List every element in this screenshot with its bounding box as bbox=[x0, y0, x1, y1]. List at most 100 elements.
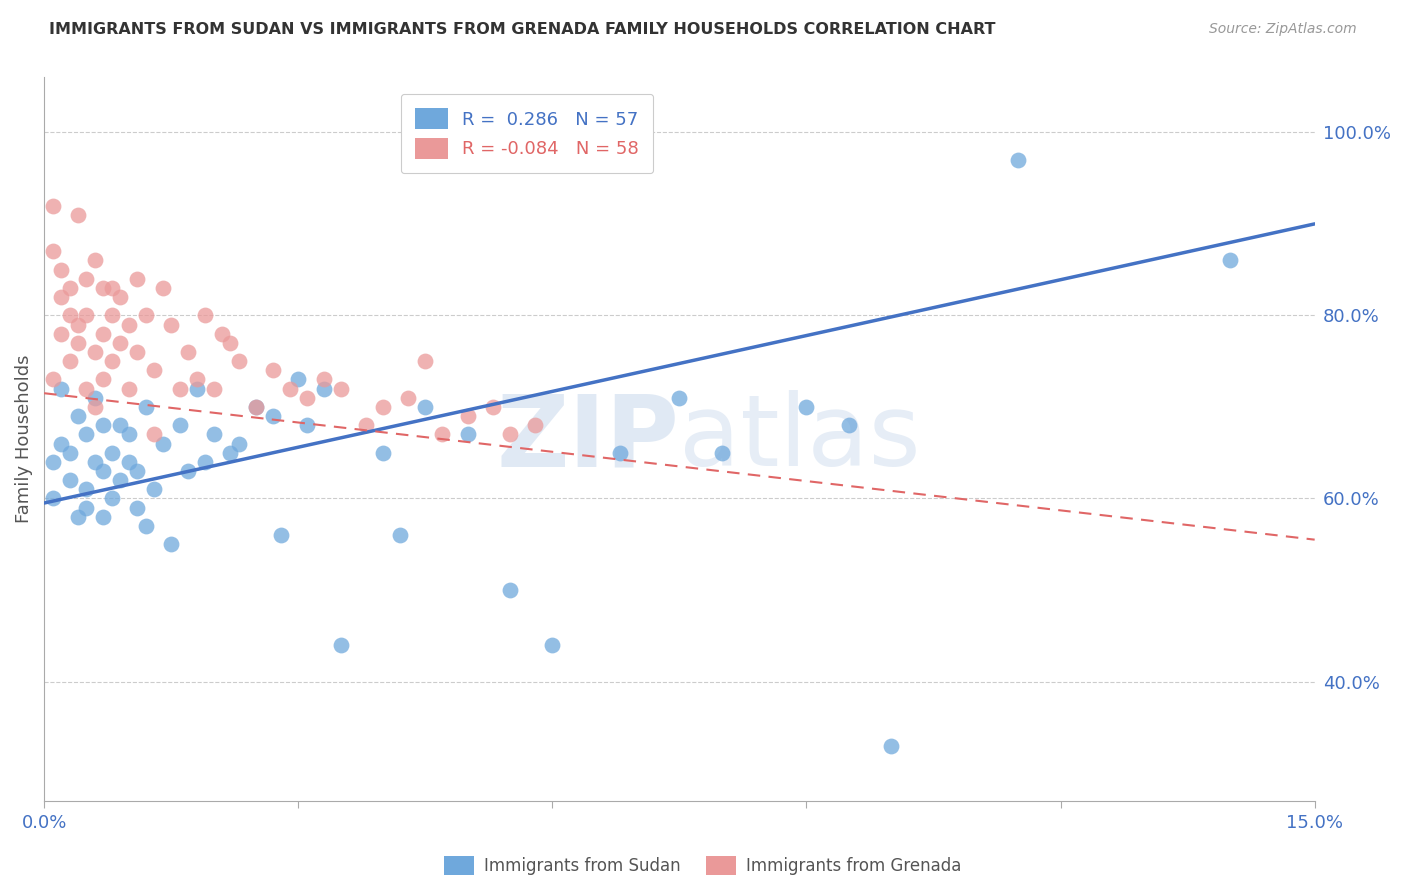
Point bbox=[101, 491, 124, 506]
Point bbox=[228, 354, 250, 368]
Point bbox=[101, 309, 124, 323]
Point bbox=[457, 427, 479, 442]
Point bbox=[245, 400, 267, 414]
Point bbox=[66, 208, 89, 222]
Point bbox=[75, 483, 97, 497]
Point bbox=[219, 446, 242, 460]
Point bbox=[710, 446, 733, 460]
Point bbox=[41, 372, 63, 386]
Point bbox=[1007, 153, 1029, 167]
Point bbox=[75, 427, 97, 442]
Point bbox=[101, 354, 124, 368]
Point bbox=[118, 427, 141, 442]
Point bbox=[84, 345, 107, 359]
Legend: R =  0.286   N = 57, R = -0.084   N = 58: R = 0.286 N = 57, R = -0.084 N = 58 bbox=[401, 94, 654, 173]
Point bbox=[135, 519, 157, 533]
Point bbox=[329, 638, 352, 652]
Point bbox=[202, 427, 225, 442]
Point bbox=[110, 473, 132, 487]
Point bbox=[169, 418, 191, 433]
Point bbox=[262, 363, 284, 377]
Point bbox=[127, 464, 149, 478]
Point bbox=[287, 372, 309, 386]
Point bbox=[75, 500, 97, 515]
Point bbox=[152, 281, 174, 295]
Point bbox=[354, 418, 377, 433]
Point bbox=[880, 739, 903, 753]
Point bbox=[219, 335, 242, 350]
Point bbox=[58, 281, 80, 295]
Point bbox=[41, 244, 63, 259]
Point bbox=[49, 290, 72, 304]
Point bbox=[245, 400, 267, 414]
Point bbox=[75, 309, 97, 323]
Point bbox=[93, 464, 115, 478]
Point bbox=[93, 326, 115, 341]
Point bbox=[524, 418, 547, 433]
Point bbox=[58, 446, 80, 460]
Point bbox=[388, 528, 411, 542]
Point bbox=[101, 281, 124, 295]
Point bbox=[66, 318, 89, 332]
Point bbox=[49, 436, 72, 450]
Point bbox=[262, 409, 284, 423]
Point bbox=[499, 582, 522, 597]
Legend: Immigrants from Sudan, Immigrants from Grenada: Immigrants from Sudan, Immigrants from G… bbox=[436, 847, 970, 884]
Point bbox=[127, 500, 149, 515]
Point bbox=[84, 253, 107, 268]
Point bbox=[413, 400, 436, 414]
Point bbox=[1219, 253, 1241, 268]
Point bbox=[93, 281, 115, 295]
Point bbox=[228, 436, 250, 450]
Point bbox=[41, 198, 63, 212]
Point bbox=[194, 455, 217, 469]
Point bbox=[66, 509, 89, 524]
Text: IMMIGRANTS FROM SUDAN VS IMMIGRANTS FROM GRENADA FAMILY HOUSEHOLDS CORRELATION C: IMMIGRANTS FROM SUDAN VS IMMIGRANTS FROM… bbox=[49, 22, 995, 37]
Point bbox=[41, 455, 63, 469]
Point bbox=[295, 391, 318, 405]
Point bbox=[186, 382, 208, 396]
Point bbox=[110, 290, 132, 304]
Point bbox=[668, 391, 690, 405]
Point bbox=[457, 409, 479, 423]
Point bbox=[329, 382, 352, 396]
Point bbox=[160, 318, 183, 332]
Point bbox=[110, 418, 132, 433]
Text: atlas: atlas bbox=[679, 391, 921, 487]
Point bbox=[177, 464, 200, 478]
Point bbox=[135, 309, 157, 323]
Point bbox=[127, 345, 149, 359]
Point bbox=[58, 354, 80, 368]
Point bbox=[541, 638, 564, 652]
Point bbox=[482, 400, 505, 414]
Point bbox=[609, 446, 631, 460]
Point bbox=[93, 509, 115, 524]
Point bbox=[160, 537, 183, 551]
Point bbox=[194, 309, 217, 323]
Point bbox=[118, 455, 141, 469]
Y-axis label: Family Households: Family Households bbox=[15, 355, 32, 524]
Point bbox=[127, 272, 149, 286]
Point bbox=[371, 400, 394, 414]
Point bbox=[499, 427, 522, 442]
Point bbox=[75, 382, 97, 396]
Point bbox=[838, 418, 860, 433]
Point bbox=[93, 418, 115, 433]
Point bbox=[58, 473, 80, 487]
Point bbox=[169, 382, 191, 396]
Point bbox=[66, 409, 89, 423]
Point bbox=[152, 436, 174, 450]
Point bbox=[93, 372, 115, 386]
Point bbox=[135, 400, 157, 414]
Point bbox=[118, 382, 141, 396]
Point bbox=[49, 382, 72, 396]
Point bbox=[118, 318, 141, 332]
Point bbox=[84, 400, 107, 414]
Point bbox=[371, 446, 394, 460]
Point bbox=[143, 427, 166, 442]
Point bbox=[312, 372, 335, 386]
Point bbox=[202, 382, 225, 396]
Point bbox=[432, 427, 454, 442]
Point bbox=[143, 363, 166, 377]
Point bbox=[796, 400, 818, 414]
